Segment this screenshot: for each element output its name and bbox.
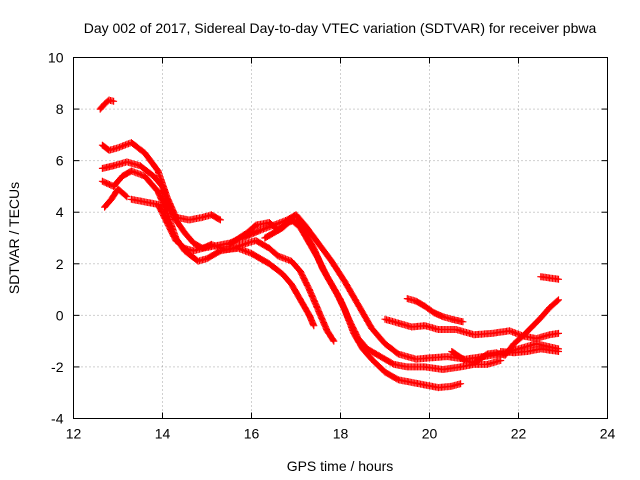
x-tick-label: 24	[600, 426, 616, 442]
series-track-6	[127, 195, 318, 330]
x-tick-label: 22	[511, 426, 527, 442]
x-axis-label: GPS time / hours	[287, 458, 394, 474]
data-point-marks	[381, 315, 562, 343]
y-tick-label: 6	[56, 153, 64, 169]
y-tick-label: 10	[48, 50, 64, 66]
data-point-marks	[98, 167, 338, 345]
series-track-8	[261, 216, 465, 392]
x-tick-label: 18	[333, 426, 349, 442]
data-points	[96, 96, 562, 392]
y-tick-label: 2	[56, 256, 64, 272]
x-tick-label: 16	[244, 426, 260, 442]
data-point-marks	[403, 295, 467, 326]
y-tick-label: -2	[51, 359, 64, 375]
series-track-10	[403, 295, 467, 326]
series-track-13	[537, 273, 562, 283]
x-tick-label: 14	[155, 426, 171, 442]
data-point-marks	[537, 273, 562, 283]
chart-title: Day 002 of 2017, Sidereal Day-to-day VTE…	[84, 20, 597, 36]
x-tick-label: 20	[422, 426, 438, 442]
series-track-9	[381, 315, 562, 343]
x-tick-label: 12	[66, 426, 82, 442]
data-point-marks	[96, 96, 118, 113]
series-track-5	[101, 185, 131, 211]
grid-lines	[73, 57, 608, 419]
data-point-marks	[101, 185, 131, 211]
data-point-marks	[497, 345, 562, 357]
series-track-4	[98, 167, 338, 345]
y-axis-label: SDTVAR / TECUs	[6, 182, 22, 294]
y-tick-label: 0	[56, 307, 64, 323]
data-point-marks	[127, 195, 318, 330]
y-tick-label: 4	[56, 204, 64, 220]
series-track-1	[96, 96, 118, 113]
data-point-marks	[261, 216, 465, 392]
series-track-12	[497, 345, 562, 357]
y-tick-label: -4	[51, 411, 64, 427]
y-tick-label: 8	[56, 101, 64, 117]
